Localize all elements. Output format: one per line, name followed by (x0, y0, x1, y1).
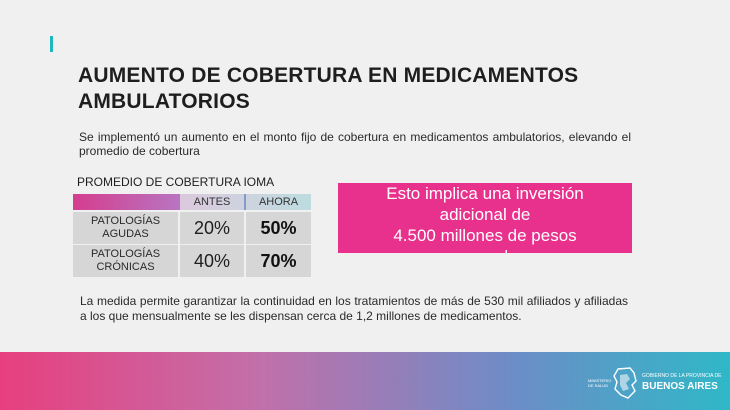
government-label: GOBIERNO DE LA PROVINCIA DE (642, 373, 722, 379)
gradient-footer-band (0, 352, 730, 410)
value-ahora: 50% (246, 212, 311, 244)
ministry-label: MINISTERIO DE SALUD (588, 378, 612, 388)
highlight-line: Esto implica una inversión (386, 184, 584, 203)
value-ahora: 70% (246, 245, 311, 277)
row-label: PATOLOGÍAS AGUDAS (73, 212, 178, 244)
highlight-line: mensuales (338, 246, 632, 253)
row-label: PATOLOGÍAS CRÓNICAS (73, 245, 178, 277)
province-map-icon (613, 367, 637, 399)
highlight-line: adicional de (439, 205, 531, 224)
column-header-ahora: AHORA (246, 194, 311, 210)
investment-highlight-box: Esto implica una inversión adicional de … (338, 183, 632, 253)
accent-bar (50, 36, 53, 52)
value-antes: 40% (180, 245, 244, 277)
table-row: PATOLOGÍAS CRÓNICAS 40% 70% (73, 245, 311, 277)
highlight-line: 4.500 millones de pesos (393, 226, 577, 245)
intro-paragraph: Se implementó un aumento en el monto fij… (79, 130, 631, 158)
column-header-antes: ANTES (180, 194, 244, 210)
province-name: BUENOS AIRES (642, 381, 718, 392)
footer-paragraph: La medida permite garantizar la continui… (80, 294, 628, 323)
value-antes: 20% (180, 212, 244, 244)
slide-title: AUMENTO DE COBERTURA EN MEDICAMENTOS AMB… (78, 64, 579, 113)
provincia-logo: MINISTERIO DE SALUD GOBIERNO DE LA PROVI… (588, 363, 722, 403)
table-row: PATOLOGÍAS AGUDAS 20% 50% (73, 212, 311, 244)
table-title: PROMEDIO DE COBERTURA IOMA (77, 175, 275, 189)
